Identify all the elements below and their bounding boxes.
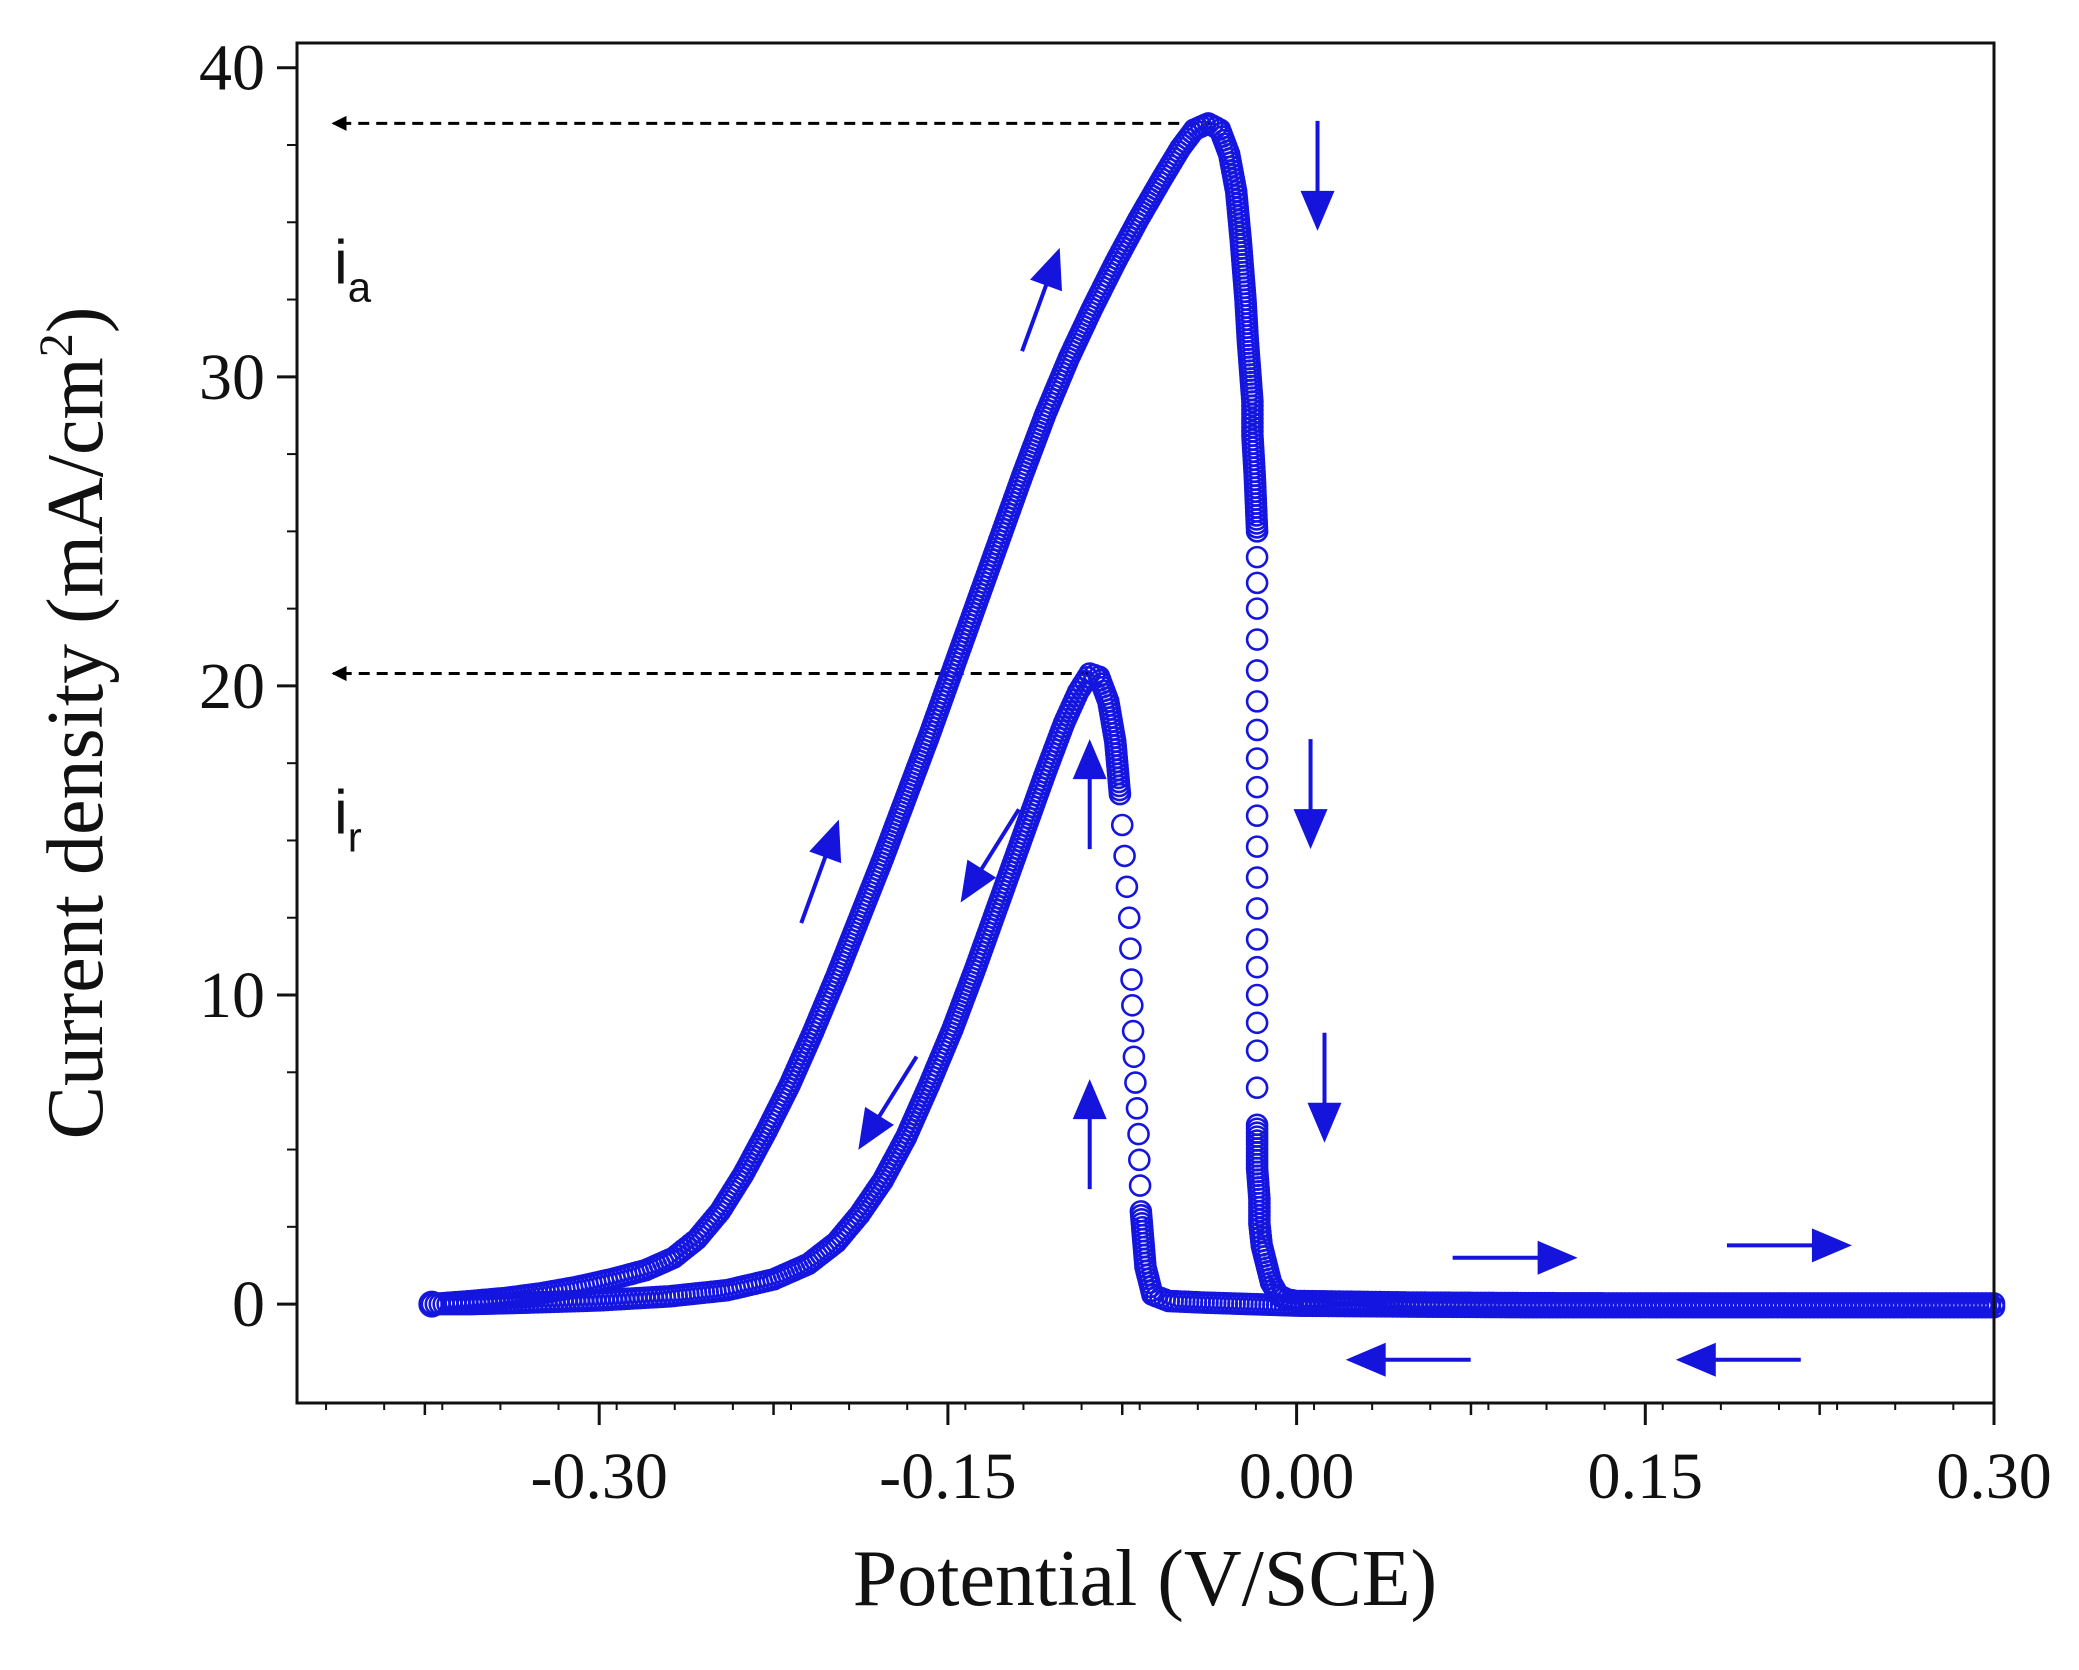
data-point	[1117, 906, 1141, 930]
arrow-head	[1072, 739, 1107, 780]
data-point	[1113, 844, 1136, 868]
direction-arrow-right	[1452, 1240, 1578, 1275]
arrow-head	[1300, 190, 1335, 231]
direction-arrow-down	[1293, 739, 1328, 850]
data-point	[1245, 597, 1269, 620]
y-tick-label: 30	[199, 341, 265, 414]
data-point	[1245, 897, 1269, 920]
peak-label-main: i	[334, 779, 348, 848]
arrow-shaft	[1020, 271, 1053, 352]
data-point	[1127, 1122, 1150, 1146]
y-tick-label: 40	[199, 32, 265, 105]
x-tick-label: 0.00	[1239, 1440, 1355, 1513]
data-point	[1122, 1045, 1146, 1069]
data-point	[1245, 690, 1269, 713]
start-point	[418, 1290, 446, 1318]
data-point	[1245, 775, 1269, 799]
plot-area	[297, 43, 1994, 1403]
direction-arrow-up	[1072, 1079, 1107, 1190]
data-point	[1245, 955, 1269, 979]
data-point	[1245, 659, 1269, 682]
y-tick-label: 20	[199, 650, 265, 723]
arrow-head	[1307, 1102, 1342, 1143]
direction-arrow-down-left	[960, 808, 1021, 903]
data-point	[1115, 875, 1139, 899]
direction-arrow-down	[1300, 120, 1335, 231]
data-point	[1128, 1174, 1152, 1197]
series-forward-scan	[418, 112, 2006, 1318]
data-point	[1245, 545, 1269, 569]
peak-label-sub: a	[348, 263, 372, 310]
direction-arrow-up	[1020, 247, 1062, 352]
y-tick-label: 10	[199, 959, 265, 1032]
arrow-head	[960, 859, 997, 903]
y-axis-title-close: )	[32, 307, 120, 334]
arrow-head	[858, 1106, 894, 1150]
data-point	[1245, 628, 1269, 651]
data-point	[1110, 813, 1134, 837]
direction-arrow-left	[1675, 1342, 1801, 1377]
direction-arrow-down-left	[858, 1055, 919, 1150]
direction-arrow-up	[1072, 739, 1107, 850]
data-point	[1245, 835, 1269, 858]
data-point	[1245, 804, 1269, 828]
data-point	[1121, 1019, 1145, 1043]
arrow-head	[1537, 1240, 1578, 1275]
data-point	[1245, 1076, 1269, 1100]
data-point	[1245, 747, 1269, 770]
x-tick-labels: -0.30 -0.15 0.00 0.15 0.30	[530, 1440, 2051, 1513]
direction-arrow-right	[1726, 1228, 1852, 1263]
data-point	[1245, 928, 1269, 951]
data-point	[1125, 1097, 1149, 1120]
data-point	[1245, 983, 1269, 1007]
x-tick-label: 0.30	[1936, 1440, 2052, 1513]
data-point	[1245, 520, 1269, 543]
direction-arrow-up	[799, 819, 842, 924]
data-point	[1124, 1071, 1147, 1094]
y-tick-labels: 0 10 20 30 40	[199, 32, 265, 1341]
data-point	[1120, 968, 1143, 991]
arrow-head	[1293, 809, 1328, 850]
y-axis-title: Current density (mA/cm2)	[30, 307, 120, 1140]
direction-arrows	[799, 120, 1852, 1377]
data-point	[1119, 937, 1142, 960]
data-point	[1245, 866, 1269, 889]
y-axis-title-sup: 2	[30, 333, 83, 357]
peak-label: ir	[334, 779, 362, 861]
x-tick-label: -0.15	[879, 1440, 1016, 1513]
data-point	[1245, 1039, 1269, 1062]
data-point	[1128, 1148, 1151, 1172]
data-point	[1129, 1200, 1153, 1223]
x-axis-title: Potential (V/SCE)	[853, 1535, 1437, 1623]
series-reverse-scan	[420, 662, 2006, 1319]
data-point	[420, 1292, 444, 1316]
peak-label-main: i	[334, 228, 348, 297]
data-point	[1245, 1011, 1269, 1035]
x-tick-label: 0.15	[1588, 1440, 1704, 1513]
y-tick-label: 0	[232, 1268, 265, 1341]
arrow-head	[1675, 1342, 1716, 1377]
arrow-head	[1345, 1342, 1386, 1377]
direction-arrow-left	[1345, 1342, 1471, 1377]
direction-arrow-down	[1307, 1032, 1342, 1143]
data-point	[1245, 718, 1269, 742]
data-point	[1245, 571, 1269, 595]
peak-label-sub: r	[348, 814, 362, 861]
arrow-head	[1030, 247, 1062, 292]
peak-label: ia	[334, 228, 372, 310]
x-tick-label: -0.30	[530, 1440, 667, 1513]
data-point	[1121, 994, 1144, 1017]
arrow-head	[1072, 1079, 1107, 1120]
arrow-head	[1811, 1228, 1852, 1263]
y-axis-title-main: Current density (mA/cm	[32, 357, 120, 1139]
arrow-head	[809, 819, 842, 864]
plot-frame	[295, 41, 1996, 1405]
